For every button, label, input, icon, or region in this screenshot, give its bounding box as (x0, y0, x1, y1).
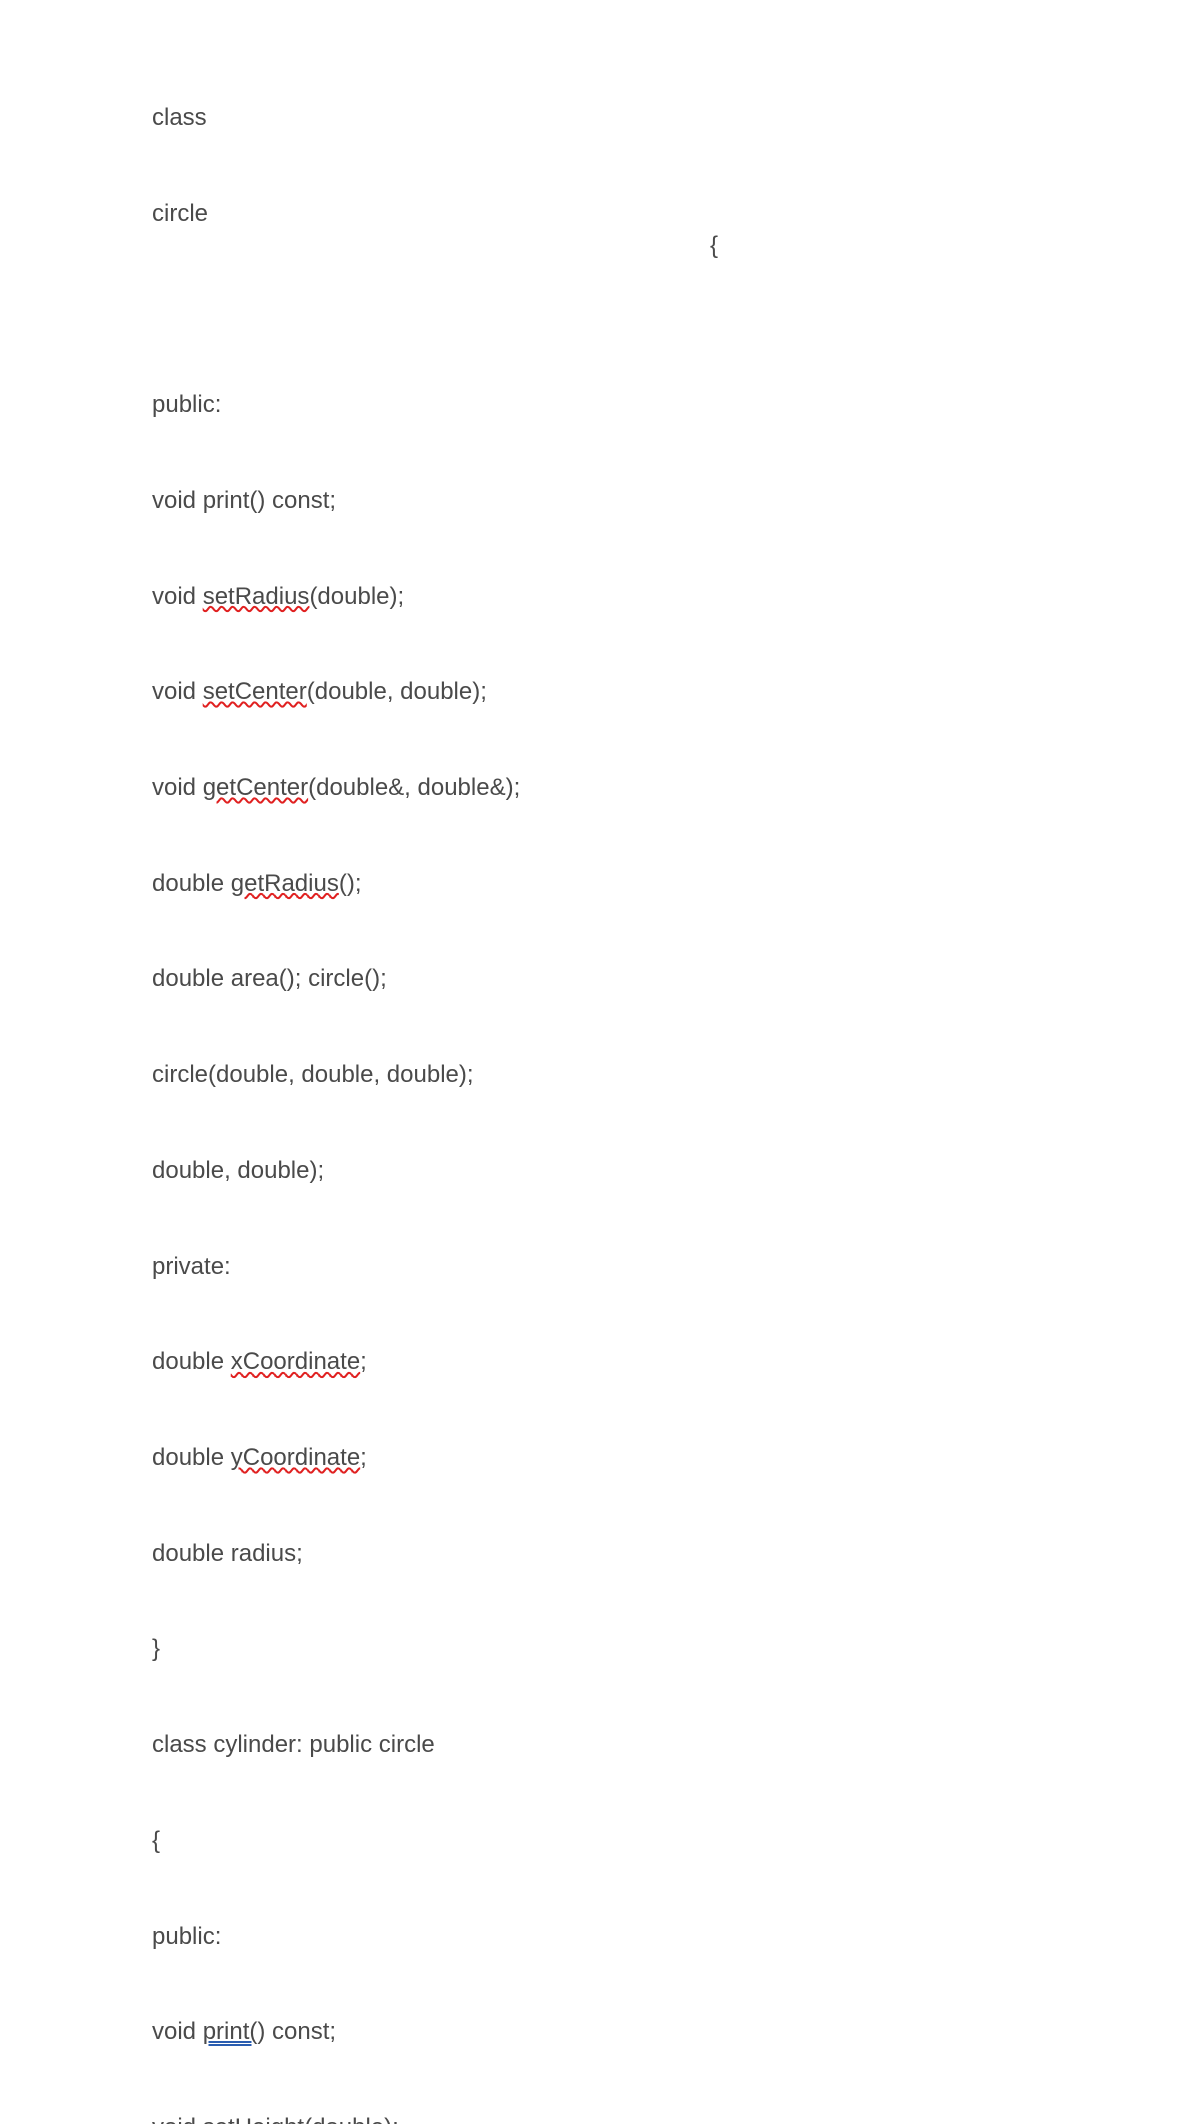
code-text: double (152, 870, 231, 897)
code-line: void getCenter(double&, double&); (152, 772, 1194, 804)
open-brace: { (710, 230, 718, 262)
code-text: void (152, 678, 203, 705)
code-text: void (152, 2114, 203, 2124)
spellcheck-word: setCenter (203, 678, 307, 705)
code-text: public: (152, 391, 221, 418)
code-line: { (152, 1825, 1194, 1857)
code-text: ; (360, 1348, 367, 1375)
spellcheck-word: setRadius (203, 583, 310, 610)
code-text: void (152, 774, 203, 801)
code-text: (); (339, 870, 362, 897)
grammar-word: print( (203, 2018, 258, 2045)
code-text: (double); (304, 2114, 399, 2124)
code-line: private: (152, 1251, 1194, 1283)
code-line: void setCenter(double, double); (152, 676, 1194, 708)
code-text: class cylinder: public circle (152, 1731, 435, 1758)
code-line: circle{ (152, 198, 1194, 230)
spellcheck-word: xCoordinate (231, 1348, 360, 1375)
code-text: } (152, 1635, 160, 1662)
code-text: circle (152, 200, 208, 227)
code-text: private: (152, 1253, 231, 1280)
spellcheck-word: setHeight (203, 2114, 304, 2124)
code-line: double getRadius(); (152, 868, 1194, 900)
code-line: circle(double, double, double); (152, 1059, 1194, 1091)
spellcheck-word: getCenter (203, 774, 308, 801)
code-line: public: (152, 389, 1194, 421)
code-text: double (152, 1444, 231, 1471)
code-text: void (152, 2018, 203, 2045)
blank-line (152, 293, 1194, 325)
spellcheck-word: getRadius (231, 870, 339, 897)
code-text: double radius; (152, 1540, 303, 1567)
code-text: class (152, 104, 207, 131)
code-block: class circle{ public: void print() const… (152, 38, 1194, 2124)
code-text: double area(); circle(); (152, 965, 387, 992)
document-page: class circle{ public: void print() const… (0, 0, 1194, 2124)
code-line: void print() const; (152, 485, 1194, 517)
code-line: public: (152, 1921, 1194, 1953)
code-text: { (152, 1827, 160, 1854)
code-text: (double); (309, 583, 404, 610)
code-text: void (152, 583, 203, 610)
code-line: double, double); (152, 1155, 1194, 1187)
code-text: public: (152, 1923, 221, 1950)
code-text: double (152, 1348, 231, 1375)
code-text: ) const; (257, 2018, 336, 2045)
code-text: (double&, double&); (308, 774, 520, 801)
code-text: (double, double); (307, 678, 487, 705)
code-text: void print() const; (152, 487, 336, 514)
code-line: void print() const; (152, 2016, 1194, 2048)
code-line: void setHeight(double); (152, 2112, 1194, 2124)
code-text: ; (360, 1444, 367, 1471)
code-line: double yCoordinate; (152, 1442, 1194, 1474)
code-text: double, double); (152, 1157, 324, 1184)
code-line: double area(); circle(); (152, 963, 1194, 995)
code-text: circle(double, double, double); (152, 1061, 474, 1088)
code-line: class (152, 102, 1194, 134)
code-line: double xCoordinate; (152, 1346, 1194, 1378)
spellcheck-word: yCoordinate (231, 1444, 360, 1471)
code-line: class cylinder: public circle (152, 1729, 1194, 1761)
code-line: void setRadius(double); (152, 581, 1194, 613)
code-line: double radius; (152, 1538, 1194, 1570)
code-line: } (152, 1633, 1194, 1665)
